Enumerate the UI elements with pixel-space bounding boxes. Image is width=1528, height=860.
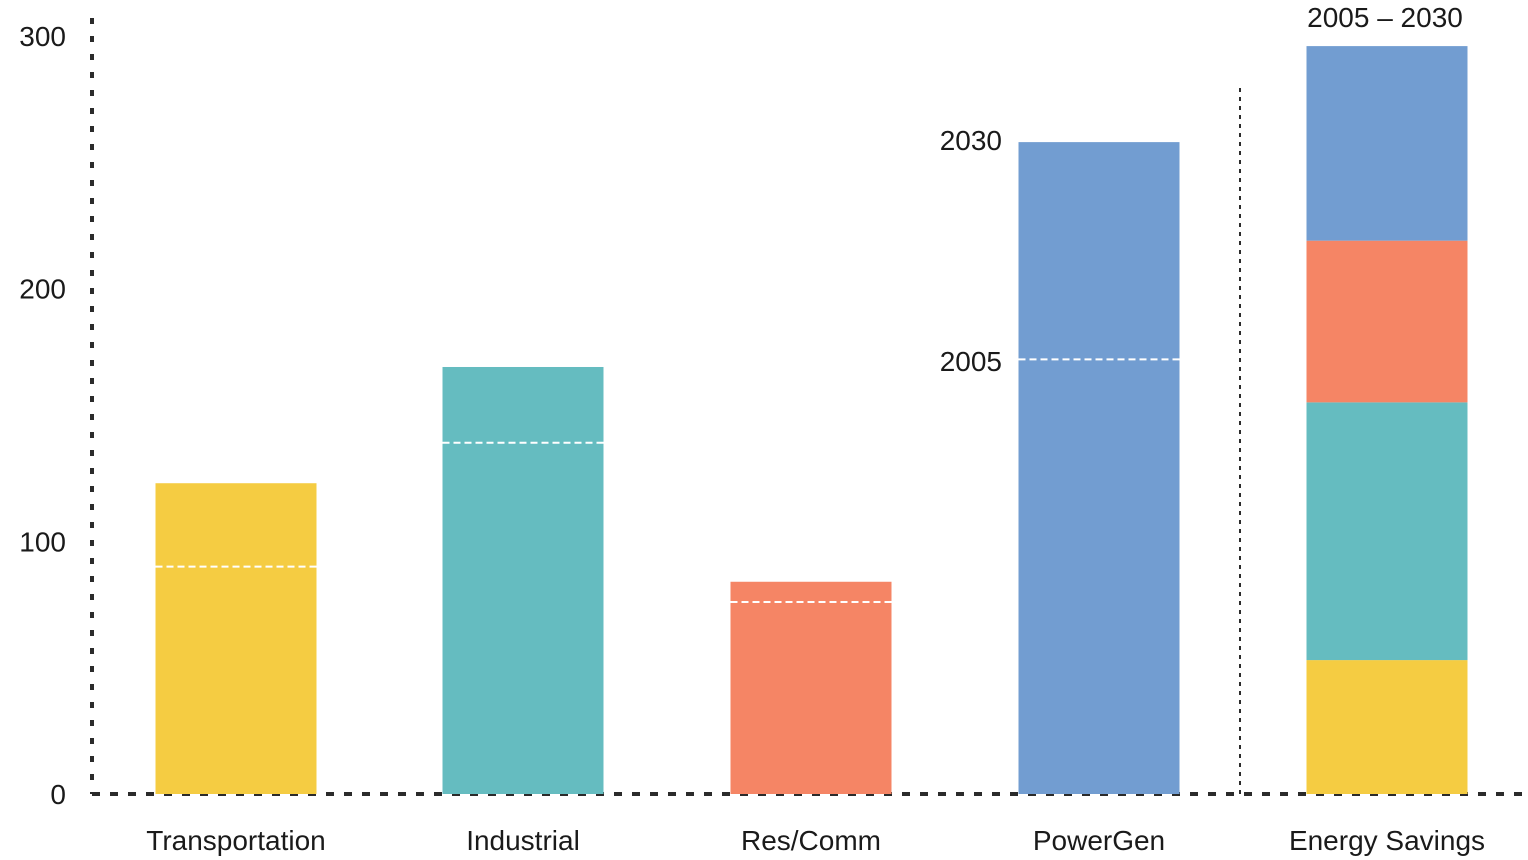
bar-transportation (155, 483, 317, 794)
bars (155, 46, 1468, 794)
savings-segment-industrial (1306, 402, 1468, 661)
y-tick-label-100: 100 (19, 526, 66, 557)
annotation-2005: 2005 (940, 346, 1002, 377)
category-label-res-comm: Res/Comm (741, 825, 881, 856)
savings-segment-res-comm (1306, 240, 1468, 403)
annotations: 2030 2005 2005 – 2030 (940, 2, 1463, 377)
annotation-savings-period: 2005 – 2030 (1307, 2, 1463, 33)
baseline-markers (155, 358, 1180, 603)
category-label-powergen: PowerGen (1033, 825, 1165, 856)
y-ticks: 0 100 200 300 (19, 21, 66, 810)
bar-powergen (1018, 142, 1180, 794)
annotation-2030: 2030 (940, 125, 1002, 156)
category-label-energy-savings: Energy Savings (1289, 825, 1485, 856)
y-tick-label-300: 300 (19, 21, 66, 52)
bar-industrial (442, 366, 604, 794)
savings-segment-transportation (1306, 660, 1468, 794)
category-labels: Transportation Industrial Res/Comm PowerGen… (146, 825, 1485, 856)
axes (90, 18, 1528, 796)
category-label-industrial: Industrial (466, 825, 580, 856)
y-tick-label-200: 200 (19, 274, 66, 305)
savings-segment-powergen (1306, 46, 1468, 241)
bar-res-comm (730, 581, 892, 794)
y-tick-label-0: 0 (50, 779, 66, 810)
category-label-transportation: Transportation (146, 825, 326, 856)
